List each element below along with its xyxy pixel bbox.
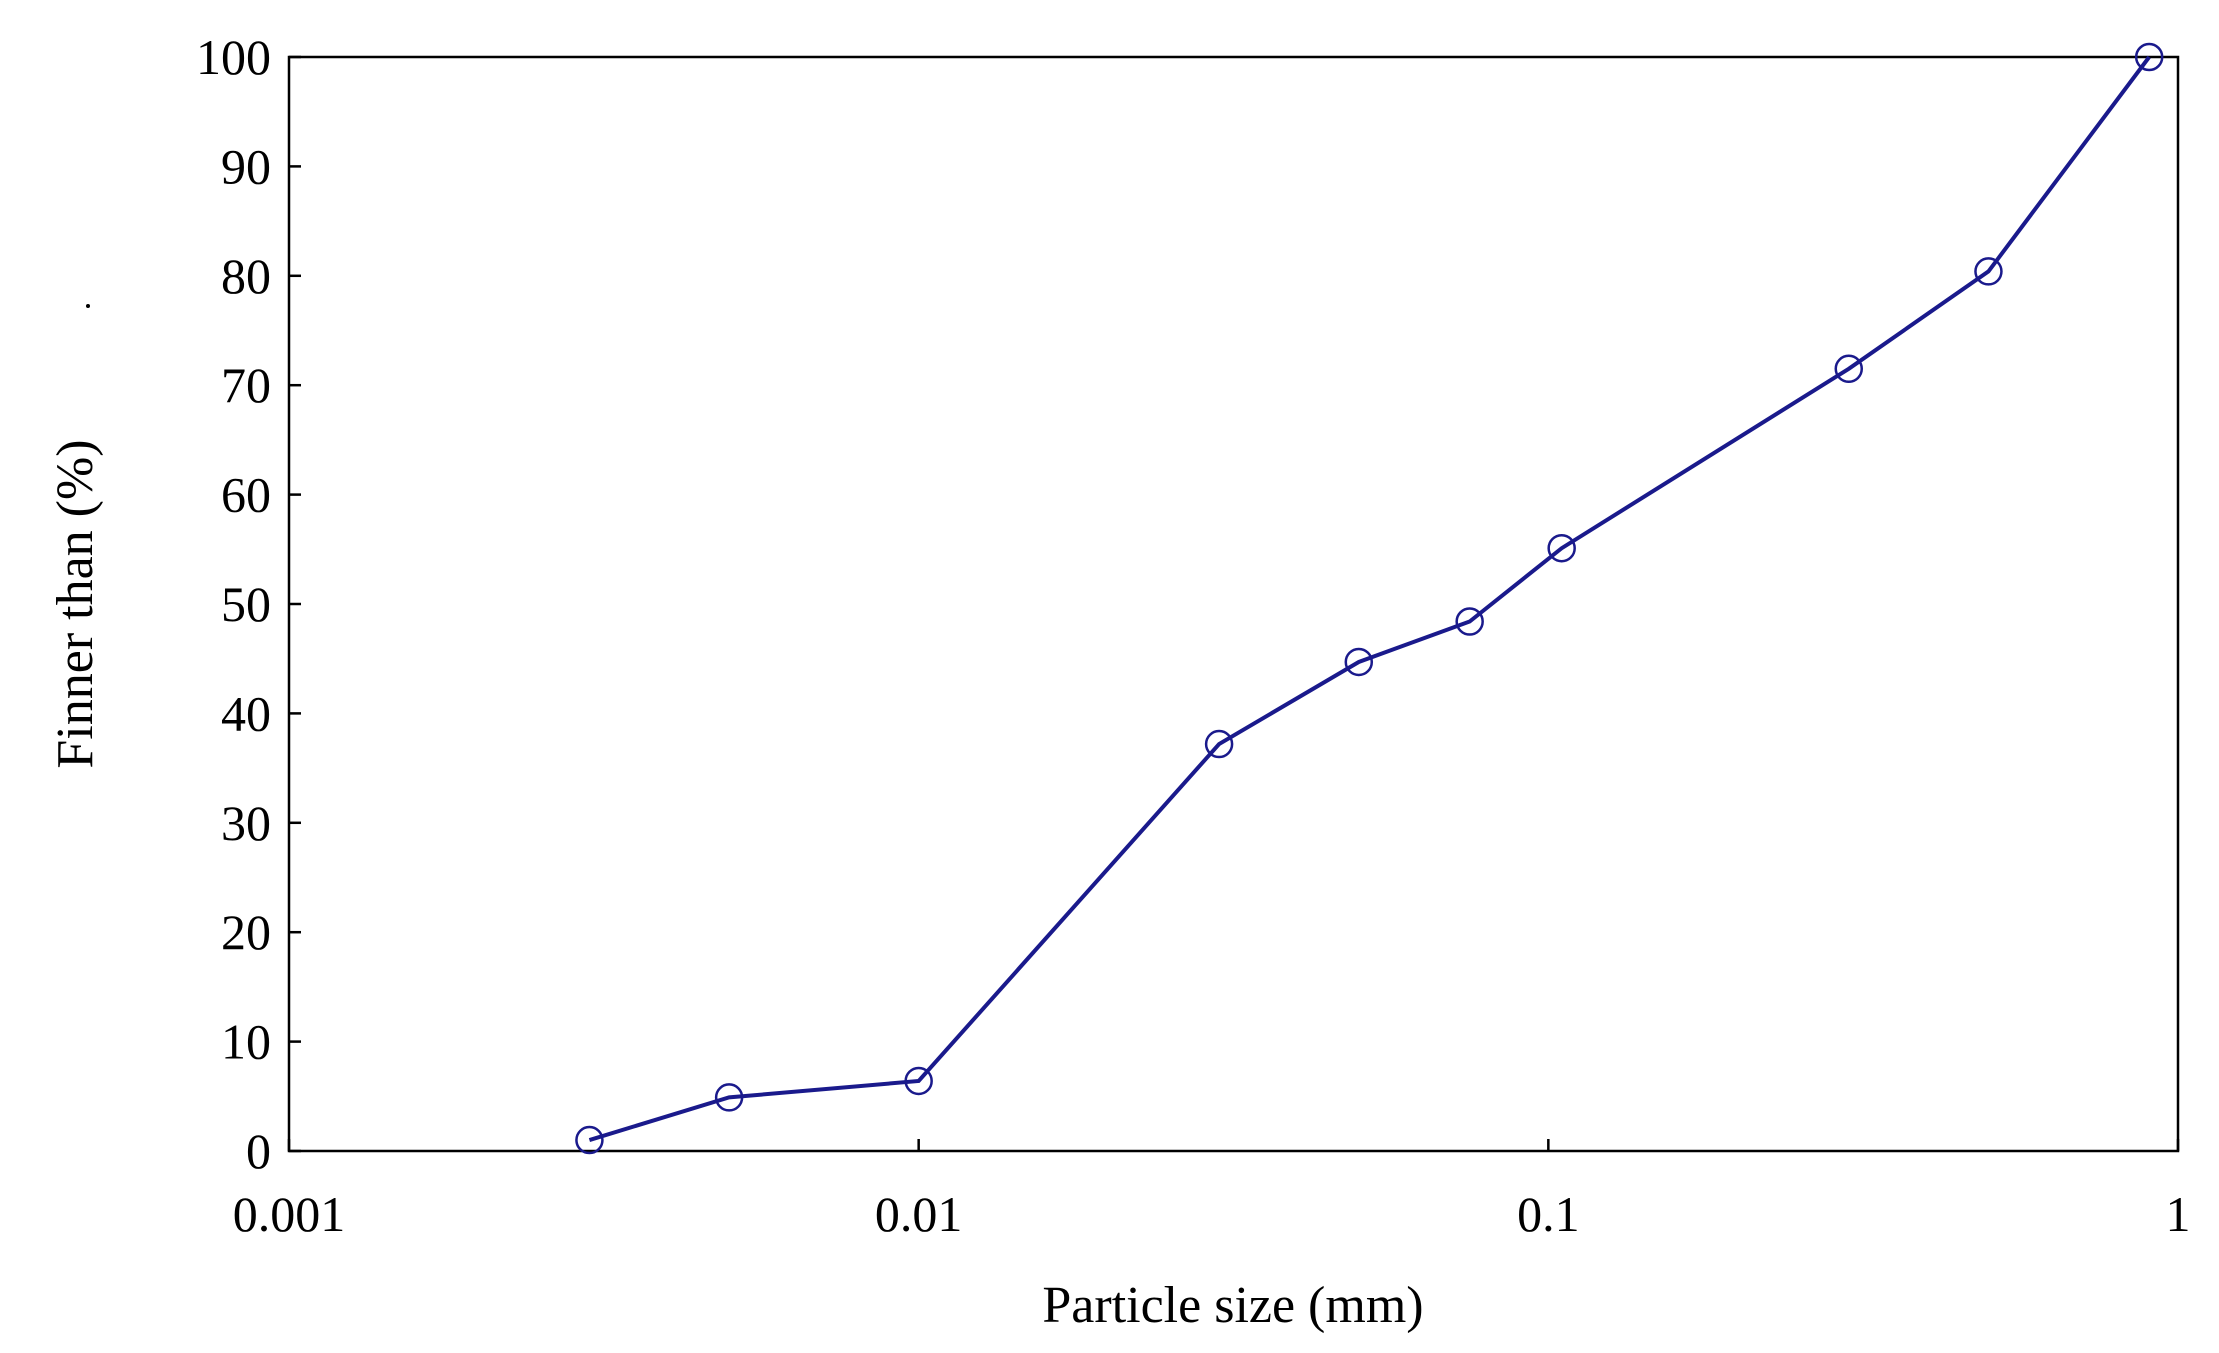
data-point [714,1083,744,1112]
y-tick-label: 10 [221,1014,271,1070]
y-tick-label: 30 [221,795,271,851]
y-tick-label: 80 [221,248,271,304]
y-tick-label: 90 [221,138,271,194]
y-tick-label: 40 [221,685,271,741]
data-point [1344,647,1374,677]
stray-dot [86,304,90,308]
data-point [1974,257,2003,286]
y-tick-label: 20 [221,904,271,960]
plot-frame [287,55,2180,1153]
data-point [1204,729,1234,759]
y-tick-label: 0 [246,1123,271,1179]
x-tick-label: 0.001 [233,1186,346,1242]
data-point [1455,607,1484,636]
y-tick-label: 60 [221,467,271,523]
x-tick-label: 0.01 [875,1186,963,1242]
x-tick-label: 0.1 [1517,1186,1580,1242]
y-tick-label: 70 [221,357,271,413]
data-point [575,1125,604,1155]
data-point [1547,533,1576,563]
data-point [1834,354,1864,384]
x-tick-label: 1 [2166,1186,2191,1242]
y-tick-label: 50 [221,576,271,632]
data-point [904,1066,933,1096]
x-axis-label: Particle size (mm) [1042,1277,1423,1334]
y-tick-label: 100 [196,29,271,85]
data-point [2134,42,2164,72]
series-line [588,55,2151,1142]
y-axis-label: Finner than (%) [47,439,104,768]
